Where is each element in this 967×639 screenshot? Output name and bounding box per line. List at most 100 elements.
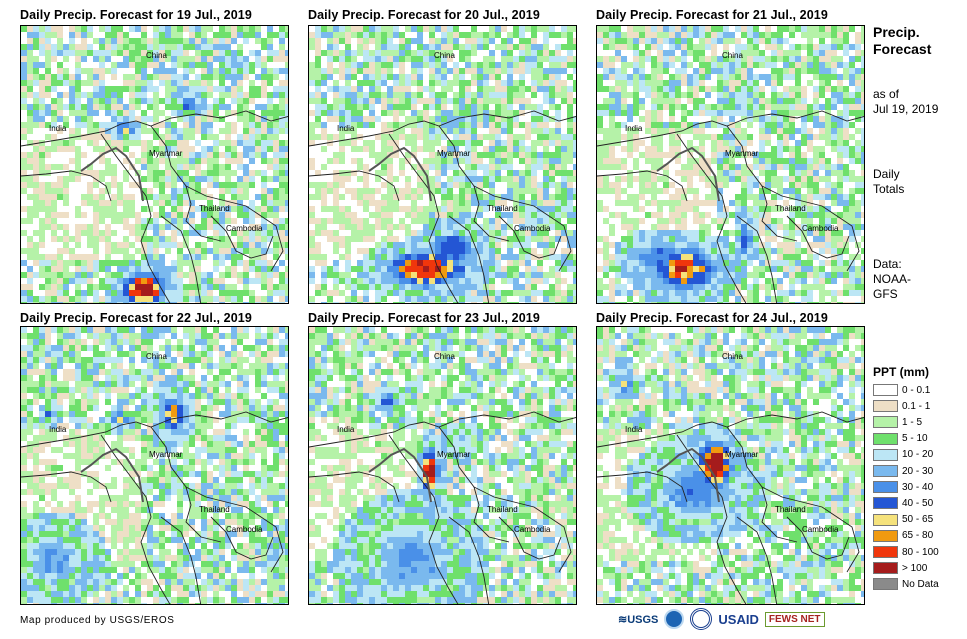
country-border xyxy=(448,215,490,303)
coastline xyxy=(656,447,720,503)
legend-swatch xyxy=(873,562,898,575)
country-border xyxy=(21,471,112,503)
legend-swatch xyxy=(873,448,898,461)
legend-item: 0 - 0.1 xyxy=(873,383,930,397)
precip-map-svg: China India Myanmar Thailand Cambodia xyxy=(597,26,864,303)
legend-item: 40 - 50 xyxy=(873,496,933,510)
country-border xyxy=(388,133,459,303)
country-border xyxy=(726,125,798,242)
map-label-cambodia: Cambodia xyxy=(802,525,839,534)
country-border xyxy=(761,486,860,573)
legend-title: PPT (mm) xyxy=(873,365,930,379)
coastline xyxy=(80,447,144,503)
sidebar-data-line1: Data: xyxy=(873,257,902,271)
map-label-china: China xyxy=(146,352,167,361)
country-border xyxy=(448,516,490,604)
forecast-map-6: China India Myanmar Thailand Cambodia xyxy=(596,326,865,605)
country-border xyxy=(210,516,274,560)
country-border xyxy=(786,516,850,560)
legend-label: 50 - 65 xyxy=(902,514,934,526)
legend-label: 30 - 40 xyxy=(902,481,934,493)
legend-label: 10 - 20 xyxy=(902,449,934,461)
logo-strip: ≋USGS USAID FEWS NET xyxy=(618,606,825,632)
legend-item: 20 - 30 xyxy=(873,464,933,478)
map-label-india: India xyxy=(49,124,67,133)
map-label-thailand: Thailand xyxy=(775,505,806,514)
map-label-china: China xyxy=(146,51,167,60)
legend-swatch xyxy=(873,400,898,413)
country-border xyxy=(21,170,112,202)
map-label-myanmar: Myanmar xyxy=(437,149,471,158)
legend-item: 65 - 80 xyxy=(873,529,933,543)
sidebar-data-line3: GFS xyxy=(873,287,898,301)
country-border xyxy=(676,434,747,604)
country-border xyxy=(160,215,202,303)
precip-grid xyxy=(309,26,576,303)
legend-label: 20 - 30 xyxy=(902,465,934,477)
legend-swatch xyxy=(873,578,898,591)
coastline xyxy=(368,447,432,503)
legend-swatch xyxy=(873,546,898,558)
map-credit: Map produced by USGS/EROS xyxy=(20,615,175,626)
legend-swatch xyxy=(873,481,898,494)
map-label-cambodia: Cambodia xyxy=(802,224,839,233)
legend-label: 80 - 100 xyxy=(902,546,939,558)
legend-swatch xyxy=(873,416,898,429)
legend-label: 0 - 0.1 xyxy=(902,384,931,396)
country-border xyxy=(736,215,778,303)
map-label-china: China xyxy=(722,51,743,60)
map-label-india: India xyxy=(337,425,355,434)
forecast-map-1: China India Myanmar Thailand Cambodia xyxy=(20,25,289,304)
legend-swatch xyxy=(873,465,898,477)
precip-grid xyxy=(597,26,864,303)
usgs-logo: ≋USGS xyxy=(618,613,659,626)
map-label-china: China xyxy=(722,352,743,361)
map-label-thailand: Thailand xyxy=(199,505,230,514)
panel-title-5: Daily Precip. Forecast for 23 Jul., 2019 xyxy=(308,311,540,325)
map-label-thailand: Thailand xyxy=(199,204,230,213)
country-border xyxy=(210,215,274,259)
dhs-seal-logo xyxy=(690,608,713,630)
country-border xyxy=(786,215,850,259)
country-border xyxy=(761,185,860,272)
map-label-myanmar: Myanmar xyxy=(725,149,759,158)
precip-map-svg: China India Myanmar Thailand Cambodia xyxy=(597,327,864,604)
sidebar-totals-line1: Daily xyxy=(873,167,900,181)
sidebar-data-source: Data: NOAA- GFS xyxy=(873,257,911,302)
sidebar-title-line2: Forecast xyxy=(873,41,932,57)
map-label-cambodia: Cambodia xyxy=(514,224,551,233)
sidebar-title: Precip. Forecast xyxy=(873,24,931,58)
legend-label: No Data xyxy=(902,578,939,590)
country-border xyxy=(473,185,572,272)
map-label-myanmar: Myanmar xyxy=(149,450,183,459)
precip-map-svg: China India Myanmar Thailand Cambodia xyxy=(21,26,288,303)
precip-grid xyxy=(21,327,288,604)
country-border xyxy=(100,434,171,604)
legend-item: 50 - 65 xyxy=(873,513,933,527)
forecast-map-5: China India Myanmar Thailand Cambodia xyxy=(308,326,577,605)
fewsnet-logo: FEWS NET xyxy=(764,611,825,627)
forecast-map-4: China India Myanmar Thailand Cambodia xyxy=(20,326,289,605)
legend-item: 10 - 20 xyxy=(873,448,933,462)
map-label-china: China xyxy=(434,51,455,60)
country-border xyxy=(438,426,510,543)
map-label-myanmar: Myanmar xyxy=(149,149,183,158)
usaid-logo: USAID xyxy=(718,611,759,627)
country-border xyxy=(473,486,572,573)
legend-label: 40 - 50 xyxy=(902,497,934,509)
legend-label: > 100 xyxy=(902,562,928,574)
country-border xyxy=(736,516,778,604)
panel-title-1: Daily Precip. Forecast for 19 Jul., 2019 xyxy=(20,8,252,22)
legend-swatch xyxy=(873,432,898,445)
legend-item: 0.1 - 1 xyxy=(873,399,930,413)
sidebar-totals-line2: Totals xyxy=(873,182,905,196)
legend-item: 30 - 40 xyxy=(873,480,933,494)
coastline xyxy=(368,146,432,202)
country-border xyxy=(185,486,284,573)
map-label-cambodia: Cambodia xyxy=(514,525,551,534)
country-border xyxy=(726,426,798,543)
legend-item: No Data xyxy=(873,577,939,591)
noaa-logo xyxy=(664,609,685,629)
precip-grid xyxy=(309,327,576,604)
country-border xyxy=(498,215,562,259)
